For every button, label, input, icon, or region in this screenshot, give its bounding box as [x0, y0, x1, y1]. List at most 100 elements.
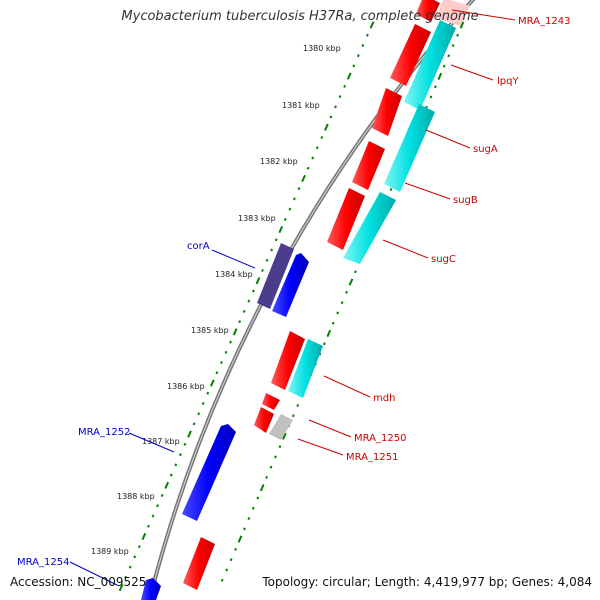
- leader-sugC: [382, 239, 429, 259]
- label-mdh[interactable]: mdh: [373, 393, 395, 404]
- outer-track-tick: [296, 403, 300, 407]
- tick-label-1381: 1381 kbp: [282, 101, 320, 110]
- inner-track-tick: [293, 197, 296, 201]
- label-MRA_1243[interactable]: MRA_1243: [518, 16, 570, 27]
- outer-track-tick: [451, 44, 455, 48]
- gene-MRA_1250[interactable]: [262, 393, 280, 410]
- label-sugA[interactable]: sugA: [473, 144, 498, 155]
- inner-track-tick: [174, 463, 178, 467]
- inner-track-tick: [301, 174, 306, 183]
- gene-MRA_1254[interactable]: [141, 578, 161, 600]
- outer-track-tick: [354, 270, 357, 274]
- rna-sugC[interactable]: [343, 192, 396, 264]
- label-MRA_1252[interactable]: MRA_1252: [78, 427, 130, 438]
- tick-label-1380: 1380 kbp: [303, 44, 341, 53]
- gene-MRA_1251[interactable]: [254, 407, 274, 433]
- inner-track-tick: [164, 481, 170, 489]
- label-sugC[interactable]: sugC: [431, 254, 456, 265]
- gene-mdh[interactable]: [271, 331, 305, 390]
- rna-sugA[interactable]: [384, 104, 435, 192]
- inner-track-tick: [128, 565, 132, 569]
- outer-track-tick: [251, 506, 255, 510]
- tick-label-1388: 1388 kbp: [117, 492, 155, 501]
- outer-track-tick: [259, 484, 265, 492]
- inner-track-tick: [178, 453, 182, 457]
- gene-corA[interactable]: [257, 243, 294, 309]
- leader-MRA_1250: [308, 419, 352, 438]
- inner-track-tick: [329, 115, 333, 119]
- rna-lpqY[interactable]: [404, 20, 456, 110]
- outer-track-tick: [326, 329, 332, 338]
- leader-lpqY: [450, 64, 494, 81]
- inner-track-tick: [352, 64, 356, 68]
- leader-corA: [211, 249, 256, 269]
- inner-track-tick: [334, 105, 337, 109]
- outer-track-tick: [331, 321, 335, 325]
- inner-track-tick: [206, 391, 210, 395]
- outer-track-tick: [225, 568, 229, 572]
- inner-track-tick: [133, 555, 137, 559]
- gene-MRA_1252[interactable]: [182, 424, 236, 521]
- label-MRA_1250[interactable]: MRA_1250: [354, 433, 406, 444]
- label-sugB[interactable]: sugB: [453, 195, 478, 206]
- inner-track-tick: [118, 583, 124, 592]
- backbone-inner: [151, 0, 474, 591]
- gene-MRA_1243[interactable]: [416, 0, 440, 22]
- leader-sugB: [404, 182, 451, 200]
- inner-track-tick: [192, 422, 196, 426]
- inner-track-tick: [366, 33, 369, 37]
- inner-track-tick: [311, 156, 315, 160]
- inner-track-tick: [197, 412, 201, 416]
- outer-track-tick: [278, 445, 282, 449]
- outer-track-tick: [336, 311, 340, 315]
- inner-track-tick: [369, 21, 375, 29]
- tick-label-1387: 1387 kbp: [142, 437, 180, 446]
- tick-label-1389: 1389 kbp: [91, 547, 129, 556]
- pseudo-MRA_1243[interactable]: [436, 0, 470, 26]
- inner-track-tick: [229, 340, 232, 344]
- backbone-outer: [150, 0, 476, 591]
- gene-sugC[interactable]: [327, 188, 365, 250]
- gene-sugB[interactable]: [352, 141, 385, 190]
- inner-track-tick: [187, 430, 192, 438]
- inner-track-tick: [247, 299, 251, 303]
- inner-track-tick: [215, 371, 219, 375]
- label-MRA_1251[interactable]: MRA_1251: [346, 452, 398, 463]
- inner-track-tick: [160, 494, 164, 498]
- inner-track-tick: [270, 248, 274, 252]
- inner-track-tick: [306, 166, 310, 170]
- rna-mdh[interactable]: [288, 339, 323, 398]
- inner-track-tick: [283, 217, 287, 221]
- inner-track-tick: [183, 442, 187, 446]
- tick-labels: 1380 kbp 1381 kbp 1382 kbp 1383 kbp 1384…: [91, 44, 341, 556]
- inner-track-tick: [147, 524, 150, 528]
- genome-summary: Topology: circular; Length: 4,419,977 bp…: [262, 575, 592, 589]
- label-MRA_1254[interactable]: MRA_1254: [17, 557, 69, 568]
- outer-track-tick: [229, 558, 233, 562]
- gene-lpqY[interactable]: [390, 24, 431, 86]
- inner-track-tick: [320, 136, 324, 140]
- inner-track-tick: [338, 95, 342, 99]
- outer-track-tick: [274, 455, 277, 459]
- gene-downstream[interactable]: [183, 537, 215, 590]
- inner-track-tick: [265, 258, 269, 262]
- label-leaders: [69, 9, 516, 586]
- inner-track-tick: [124, 575, 128, 579]
- outer-track-tick: [265, 475, 269, 479]
- inner-track-tick: [169, 473, 173, 477]
- inner-track-tick: [297, 187, 301, 191]
- gene-corA-adjacent[interactable]: [272, 253, 309, 317]
- inner-track-tick: [324, 123, 329, 131]
- outer-track-tick: [256, 496, 260, 500]
- label-lpqY[interactable]: lpqY: [497, 76, 519, 87]
- inner-track-tick: [261, 268, 264, 272]
- label-corA[interactable]: corA: [187, 241, 210, 252]
- inner-track-tick: [201, 401, 205, 405]
- inner-track-tick: [361, 43, 365, 47]
- outer-track-tick: [322, 342, 326, 346]
- inner-track-tick: [220, 361, 223, 365]
- pseudo-MRA_1251[interactable]: [269, 414, 293, 440]
- inner-track-tick: [356, 54, 360, 58]
- gene-sugA[interactable]: [372, 88, 402, 136]
- map-title: Mycobacterium tuberculosis H37Ra, comple…: [121, 9, 479, 24]
